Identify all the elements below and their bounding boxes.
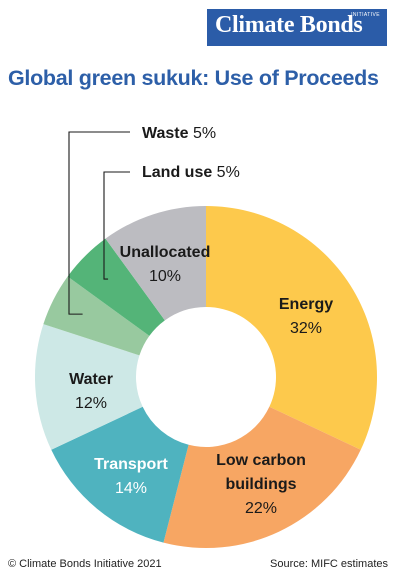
logo-wordmark: Climate Bonds bbox=[215, 12, 363, 38]
slice-value-energy: 32% bbox=[290, 320, 322, 337]
callout-label-waste: Waste 5% bbox=[142, 125, 216, 142]
slice-energy bbox=[206, 206, 377, 450]
callout-line-waste bbox=[68, 131, 130, 315]
slice-unallocated bbox=[105, 206, 206, 321]
callout-label-land-use: Land use 5% bbox=[142, 164, 240, 181]
logo-tagline: INITIATIVE bbox=[351, 12, 380, 18]
brand-logo: Climate Bonds INITIATIVE bbox=[207, 9, 387, 46]
slice-label-low-carbon-buildings-line-1: Low carbon bbox=[216, 452, 306, 469]
slice-value-unallocated: 10% bbox=[149, 268, 181, 285]
slice-label-unallocated: Unallocated bbox=[120, 244, 211, 261]
slice-label-water: Water bbox=[69, 371, 113, 388]
slice-label-energy: Energy bbox=[279, 296, 333, 313]
slice-label-low-carbon-buildings-line-2: buildings bbox=[225, 476, 296, 493]
copyright-credit: © Climate Bonds Initiative 2021 bbox=[8, 558, 162, 570]
slice-value-transport: 14% bbox=[115, 480, 147, 497]
source-note: Source: MIFC estimates bbox=[270, 558, 388, 570]
chart-title: Global green sukuk: Use of Proceeds bbox=[8, 66, 379, 90]
slice-transport bbox=[51, 406, 189, 543]
slice-waste bbox=[43, 276, 150, 356]
slice-label-transport: Transport bbox=[94, 456, 168, 473]
slice-value-low-carbon-buildings: 22% bbox=[245, 500, 277, 517]
callout-line-land-use bbox=[103, 171, 130, 280]
slice-water bbox=[35, 324, 143, 450]
slice-low-carbon-buildings bbox=[163, 406, 361, 548]
slice-land-use bbox=[67, 238, 165, 336]
slice-value-water: 12% bbox=[75, 395, 107, 412]
